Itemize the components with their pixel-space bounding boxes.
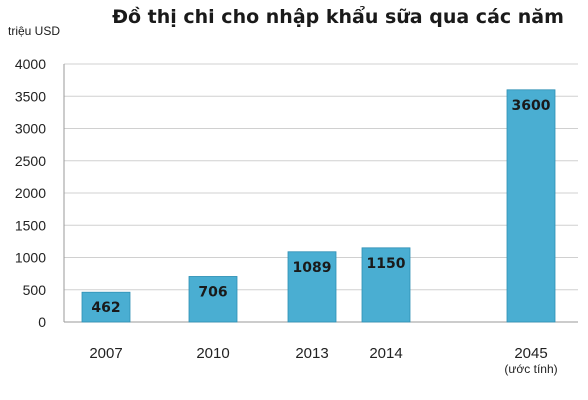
y-tick-label: 2000 <box>15 185 46 201</box>
y-tick-label: 3500 <box>15 88 46 104</box>
bars: 462 706 1089 1150 3600 <box>81 89 556 323</box>
bar-2010 <box>188 276 238 323</box>
y-axis-unit-label: triệu USD <box>8 24 61 38</box>
x-tick-label-2014: 2014 <box>369 345 402 362</box>
y-axis: 0 500 1000 1500 2000 2500 3000 3500 4000 <box>15 56 65 330</box>
bar-2014 <box>361 247 411 323</box>
x-tick-label-2013: 2013 <box>295 345 328 362</box>
y-tick-label: 500 <box>23 282 47 298</box>
bar-2007 <box>81 291 131 323</box>
data-label-2045: 3600 <box>512 98 551 114</box>
chart-title: Đồ thị chi cho nhập khẩu sữa qua các năm <box>112 6 564 28</box>
data-label-2014: 1150 <box>367 256 406 272</box>
x-tick-label-2045: 2045 <box>514 345 547 362</box>
data-label-2007: 462 <box>91 300 120 316</box>
y-tick-label: 2500 <box>15 153 46 169</box>
x-axis: 2007 2010 2013 2014 2045(ước tính) <box>89 345 557 376</box>
x-tick-note-2045: (ước tính) <box>504 362 557 376</box>
gridlines <box>64 63 578 323</box>
y-tick-label: 0 <box>38 314 46 330</box>
data-label-2013: 1089 <box>293 260 332 276</box>
y-tick-label: 1500 <box>15 217 46 233</box>
data-label-2010: 706 <box>198 284 227 300</box>
y-tick-label: 1000 <box>15 250 46 266</box>
y-tick-label: 3000 <box>15 121 46 137</box>
x-tick-label-2007: 2007 <box>89 345 122 362</box>
x-tick-label-2010: 2010 <box>196 345 229 362</box>
y-tick-label: 4000 <box>15 56 46 72</box>
bar-2013 <box>287 251 337 323</box>
bar-2045 <box>506 89 556 323</box>
